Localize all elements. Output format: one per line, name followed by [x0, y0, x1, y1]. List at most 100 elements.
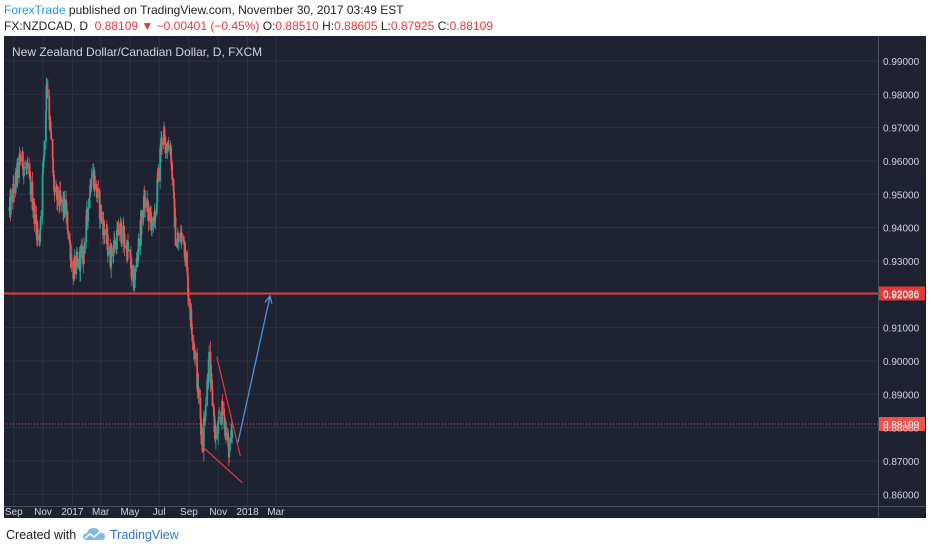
candle-body — [194, 353, 197, 360]
candle-body — [65, 199, 67, 216]
candle-body — [196, 352, 199, 389]
y-tick-label: 0.96000 — [883, 157, 920, 168]
candle-body — [123, 234, 126, 247]
x-tick-label: May — [120, 507, 139, 518]
candles — [8, 77, 234, 467]
open-label: O: — [262, 19, 276, 33]
candle-body — [53, 190, 56, 193]
candle-body — [55, 186, 57, 193]
candle-body — [19, 157, 22, 161]
ohlc-bar: FX:NZDCAD, D 0.88109 ▼ −0.00401 (−0.45%)… — [4, 19, 493, 33]
candle-body — [122, 226, 125, 241]
candle-body — [35, 214, 38, 224]
candle-body — [144, 197, 147, 208]
candle-body — [180, 235, 183, 242]
candle-body — [217, 417, 220, 424]
candle-body — [190, 324, 193, 335]
current-price-tag — [879, 417, 925, 432]
candle-body — [151, 225, 153, 231]
candle-body — [231, 431, 234, 439]
high-label: H: — [322, 19, 335, 33]
candle-body — [93, 175, 96, 190]
candle-body — [13, 190, 16, 193]
candle-body — [72, 263, 75, 280]
candle-body — [136, 258, 139, 260]
candle-body — [183, 240, 186, 258]
candle-body — [31, 181, 34, 210]
candle-body — [190, 309, 193, 325]
candle-body — [145, 204, 148, 208]
candle-body — [82, 250, 85, 264]
tradingview-link[interactable]: TradingView — [110, 528, 179, 542]
candle-body — [23, 167, 26, 168]
candle-body — [152, 216, 155, 226]
candle-body — [223, 415, 226, 429]
candle-body — [28, 164, 31, 175]
chart-area[interactable]: 0.92026 0.88109 0.99000 0.98000 0.97000 0.96… — [4, 36, 926, 518]
y-tick-label: 0.95000 — [883, 190, 920, 201]
candle-body — [133, 279, 136, 288]
candle-body — [99, 204, 102, 218]
candle-body — [52, 158, 55, 173]
candle-body — [48, 95, 51, 120]
candle-body — [171, 163, 174, 180]
candle-body — [211, 380, 213, 389]
candle-body — [66, 211, 69, 231]
candle-body — [71, 267, 74, 268]
candle-body — [36, 228, 39, 236]
candle-body — [112, 255, 115, 257]
candle-body — [193, 349, 196, 351]
candle-body — [26, 162, 29, 169]
candle-body — [124, 246, 127, 248]
candle-body — [150, 217, 153, 231]
forecast-arrow-head — [264, 294, 273, 304]
candle-body — [12, 183, 15, 191]
candle-body — [149, 207, 152, 213]
candle-body — [164, 135, 166, 138]
candle-body — [174, 217, 177, 246]
x-tick-label: 2018 — [236, 507, 259, 518]
axes: 0.99000 0.98000 0.97000 0.96000 0.95000 0.940… — [4, 36, 926, 518]
drawings: 0.92026 0.88109 — [4, 286, 925, 484]
candle-body — [214, 438, 217, 440]
candle-body — [159, 147, 162, 182]
candle-body — [218, 417, 221, 419]
candle-body — [43, 154, 45, 161]
candle-body — [110, 245, 113, 268]
candle-body — [137, 238, 140, 254]
y-tick-label: 0.91000 — [883, 324, 920, 335]
candle-body — [207, 358, 210, 383]
candle-body — [187, 275, 189, 296]
candle-body — [160, 137, 163, 145]
candle-body — [25, 168, 28, 170]
candle-body — [229, 437, 232, 444]
candle-body — [43, 141, 46, 155]
candle-body — [161, 144, 163, 146]
candle-body — [19, 154, 21, 158]
support-price-label: 0.92026 — [883, 289, 920, 300]
wedge-lower-line — [202, 446, 243, 484]
candle-body — [92, 173, 94, 178]
y-tick-label: 0.93000 — [883, 257, 920, 268]
candle-body — [14, 172, 17, 193]
candle-body — [16, 162, 19, 178]
candle-body — [173, 191, 175, 199]
candle-body — [141, 209, 143, 225]
low-label: L: — [380, 19, 391, 33]
candle-body — [76, 253, 79, 260]
candle-body — [140, 224, 143, 236]
publisher-name[interactable]: ForexTrade — [4, 3, 66, 17]
y-tick-label: 0.86000 — [883, 490, 920, 501]
candle-body — [21, 151, 24, 170]
price-chart[interactable]: 0.92026 0.88109 0.99000 0.98000 0.97000 0.96… — [4, 36, 926, 518]
candle-body — [192, 341, 195, 350]
tradingview-cloud-icon[interactable] — [82, 526, 106, 542]
candle-body — [154, 214, 157, 221]
candle-body — [85, 215, 88, 243]
candle-body — [69, 242, 72, 261]
x-tick-label: Mar — [267, 507, 285, 518]
candle-body — [166, 143, 169, 151]
candle-body — [20, 160, 22, 162]
candle-body — [197, 373, 199, 394]
symbol-label: FX:NZDCAD, D — [4, 19, 88, 33]
